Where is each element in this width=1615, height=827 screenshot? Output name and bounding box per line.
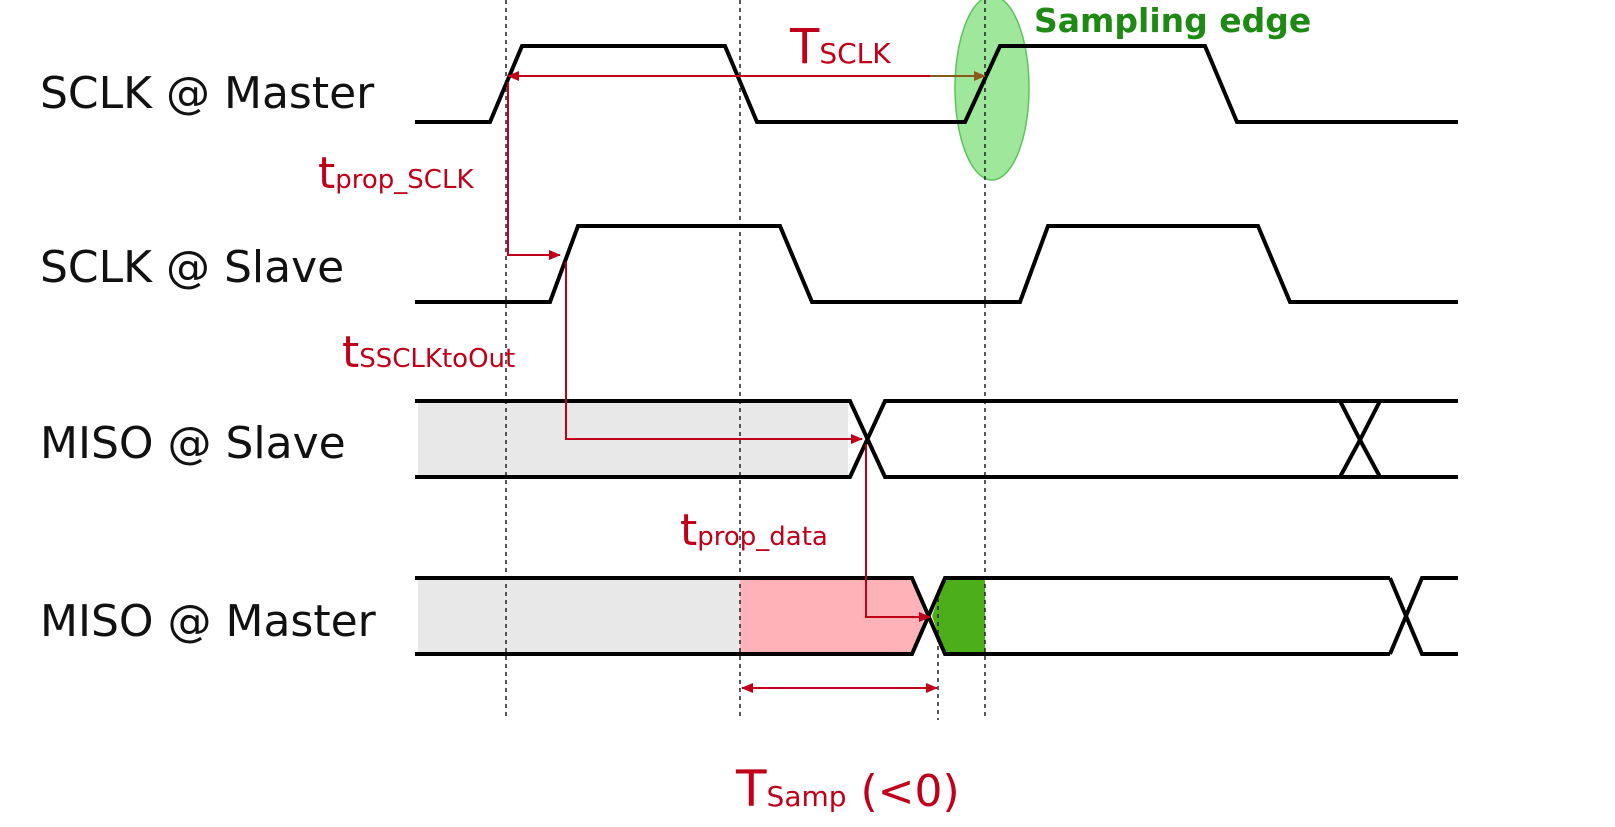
sampling-edge-highlight [954, 0, 1030, 181]
sclk-master-waveform [415, 44, 1458, 124]
miso-master-valid-data-region [932, 578, 985, 654]
t-prop-data-label: tprop_data [680, 505, 828, 556]
signal-label-miso-slave: MISO @ Slave [40, 418, 346, 469]
signal-label-sclk-slave: SCLK @ Slave [40, 242, 344, 293]
t-prop-data-arrow [865, 444, 931, 622]
sampling-edge-label: Sampling edge [1034, 1, 1311, 40]
t-prop-sclk-label: tprop_SCLK [318, 148, 474, 199]
t-samp-label: TSamp (<0) [735, 760, 960, 818]
t-sclk-label: TSCLK [789, 19, 891, 75]
sclk-slave-waveform [415, 224, 1458, 304]
miso-master-unknown-region [418, 578, 740, 654]
t-ssclk-to-out-label: tSSCLKtoOut [342, 327, 515, 378]
miso-master-invalid-region [740, 578, 925, 654]
signal-label-sclk-master: SCLK @ Master [40, 68, 375, 119]
t-ssclk-to-out-arrow [565, 262, 863, 444]
signal-label-miso-master: MISO @ Master [40, 596, 377, 647]
miso-slave-waveform [415, 399, 1458, 479]
t-prop-sclk-arrow [507, 82, 561, 260]
